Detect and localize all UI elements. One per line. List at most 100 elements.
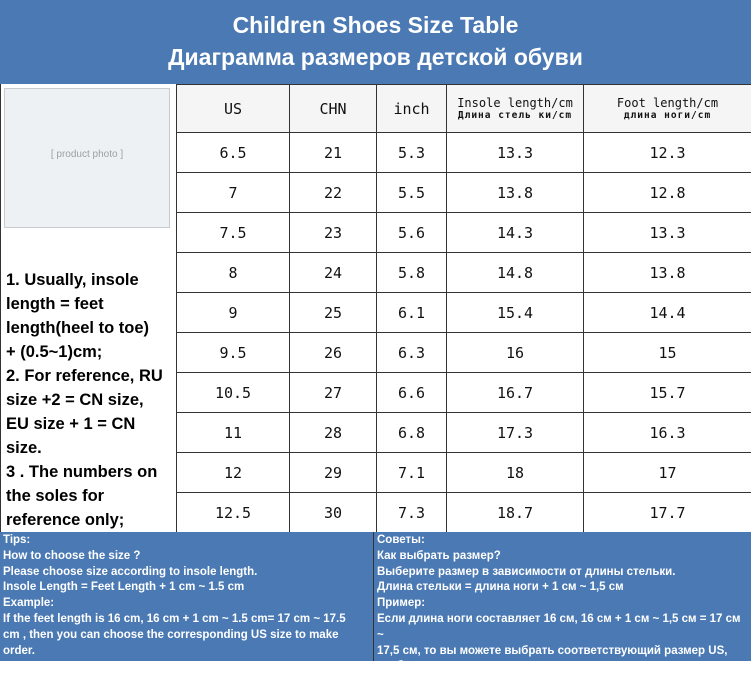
cell-insole-length: 15.4 — [447, 293, 584, 333]
cell-chn: 29 — [290, 453, 377, 493]
product-photo: [ product photo ] — [4, 88, 170, 228]
header-us: US — [177, 85, 290, 133]
cell-insole-length: 14.3 — [447, 213, 584, 253]
tip-line: Insole Length = Feet Length + 1 cm ~ 1.5… — [3, 580, 370, 596]
left-panel: [ product photo ] 1. Usually, insole len… — [0, 84, 176, 532]
cell-inch: 7.1 — [377, 453, 447, 493]
note-line: size. — [6, 436, 174, 460]
size-chart-page: Children Shoes Size Table Диаграмма разм… — [0, 0, 751, 661]
tip-line: Please choose size according to insole l… — [3, 565, 370, 581]
cell-chn: 22 — [290, 173, 377, 213]
tip-line: Example: — [3, 596, 370, 612]
tip-line: Советы: — [377, 533, 748, 549]
cell-foot-length: 12.3 — [584, 133, 751, 173]
cell-inch: 7.3 — [377, 493, 447, 533]
header-insole-en: Insole length/cm — [447, 96, 583, 110]
tip-line: Длина стельки = длина ноги + 1 см ~ 1,5 … — [377, 580, 748, 596]
header-insole-ru: Длина стель ки/cm — [447, 110, 583, 122]
cell-chn: 23 — [290, 213, 377, 253]
cell-us: 9 — [177, 293, 290, 333]
tip-line: 17,5 см, то вы можете выбрать соответств… — [377, 644, 748, 676]
cell-insole-length: 18 — [447, 453, 584, 493]
tip-line: order. — [3, 644, 370, 660]
table-header-row: US CHN inch Insole length/cm Длина стель… — [177, 85, 751, 133]
cell-foot-length: 15.7 — [584, 373, 751, 413]
cell-us: 6.5 — [177, 133, 290, 173]
tip-line: Выберите размер в зависимости от длины с… — [377, 565, 748, 581]
cell-us: 9.5 — [177, 333, 290, 373]
cell-us: 7.5 — [177, 213, 290, 253]
tip-line: Пример: — [377, 596, 748, 612]
cell-insole-length: 16.7 — [447, 373, 584, 413]
cell-us: 10.5 — [177, 373, 290, 413]
note-line: size +2 = CN size, — [6, 388, 174, 412]
note-line: length(heel to toe) — [6, 316, 174, 340]
header-chn: CHN — [290, 85, 377, 133]
cell-insole-length: 13.8 — [447, 173, 584, 213]
cell-chn: 24 — [290, 253, 377, 293]
title-banner: Children Shoes Size Table Диаграмма разм… — [0, 0, 751, 84]
cell-us: 8 — [177, 253, 290, 293]
cell-insole-length: 18.7 — [447, 493, 584, 533]
tip-line: Tips: — [3, 533, 370, 549]
note-line: reference only; — [6, 508, 174, 532]
cell-insole-length: 13.3 — [447, 133, 584, 173]
cell-insole-length: 16 — [447, 333, 584, 373]
cell-inch: 6.8 — [377, 413, 447, 453]
note-line: the soles for — [6, 484, 174, 508]
size-notes: 1. Usually, insole length = feet length(… — [6, 268, 174, 532]
cell-us: 12.5 — [177, 493, 290, 533]
size-table: US CHN inch Insole length/cm Длина стель… — [176, 84, 751, 533]
note-line: 1. Usually, insole — [6, 268, 174, 292]
cell-chn: 28 — [290, 413, 377, 453]
tip-line: cm , then you can choose the correspondi… — [3, 628, 370, 644]
header-foot-en: Foot length/cm — [584, 96, 751, 110]
cell-inch: 6.1 — [377, 293, 447, 333]
header-insole-length: Insole length/cm Длина стель ки/cm — [447, 85, 584, 133]
cell-foot-length: 13.8 — [584, 253, 751, 293]
cell-foot-length: 13.3 — [584, 213, 751, 253]
cell-inch: 5.8 — [377, 253, 447, 293]
cell-chn: 21 — [290, 133, 377, 173]
cell-inch: 5.3 — [377, 133, 447, 173]
cell-chn: 26 — [290, 333, 377, 373]
header-inch: inch — [377, 85, 447, 133]
cell-inch: 5.5 — [377, 173, 447, 213]
cell-chn: 30 — [290, 493, 377, 533]
cell-inch: 5.6 — [377, 213, 447, 253]
cell-us: 12 — [177, 453, 290, 493]
tips-russian: Советы: Как выбрать размер? Выберите раз… — [374, 532, 751, 661]
cell-foot-length: 17.7 — [584, 493, 751, 533]
cell-inch: 6.3 — [377, 333, 447, 373]
title-russian: Диаграмма размеров детской обуви — [0, 43, 751, 71]
note-line: length = feet — [6, 292, 174, 316]
tip-line: Если длина ноги составляет 16 см, 16 см … — [377, 612, 748, 644]
cell-foot-length: 12.8 — [584, 173, 751, 213]
note-line: EU size + 1 = CN — [6, 412, 174, 436]
header-foot-ru: длина ноги/cm — [584, 110, 751, 122]
note-line: 3 . The numbers on — [6, 460, 174, 484]
cell-foot-length: 14.4 — [584, 293, 751, 333]
cell-foot-length: 17 — [584, 453, 751, 493]
tip-line: Как выбрать размер? — [377, 549, 748, 565]
note-line: 2. For reference, RU — [6, 364, 174, 388]
cell-foot-length: 15 — [584, 333, 751, 373]
tip-line: ы сделать заказ. — [377, 675, 748, 691]
cell-inch: 6.6 — [377, 373, 447, 413]
product-photo-placeholder-label: [ product photo ] — [5, 149, 169, 160]
tip-line: If the feet length is 16 cm, 16 cm + 1 c… — [3, 612, 370, 628]
cell-us: 11 — [177, 413, 290, 453]
tips-english: Tips: How to choose the size ? Please ch… — [0, 532, 374, 661]
title-english: Children Shoes Size Table — [0, 11, 751, 39]
note-line: + (0.5~1)cm; — [6, 340, 174, 364]
cell-insole-length: 17.3 — [447, 413, 584, 453]
